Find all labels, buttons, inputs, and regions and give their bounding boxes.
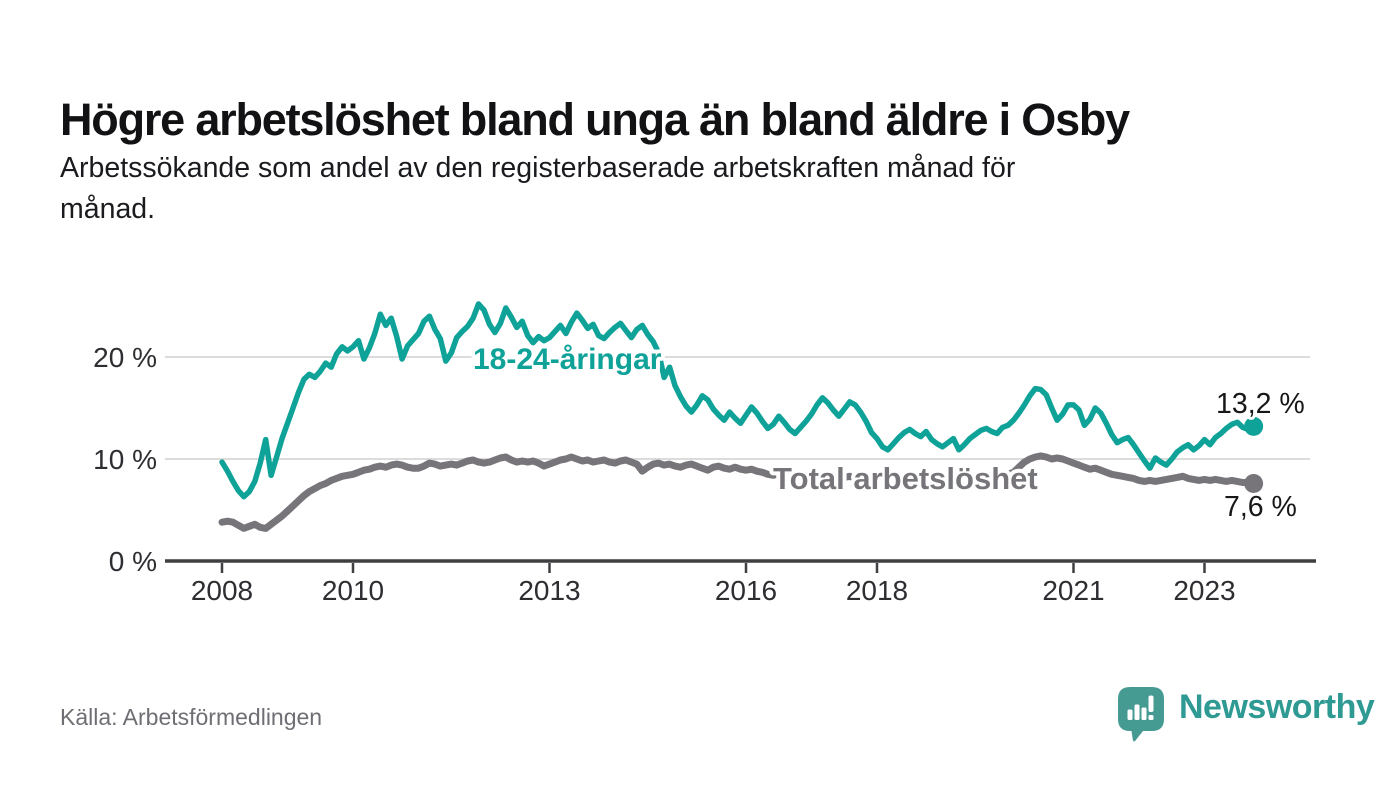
- y-tick-label-0: 0 %: [109, 546, 157, 577]
- x-tick-label-2016: 2016: [715, 575, 777, 606]
- series-line-young: [219, 301, 1257, 500]
- x-tick-label-2013: 2013: [518, 575, 580, 606]
- chart-title: Högre arbetslöshet bland unga än bland ä…: [60, 94, 1130, 146]
- x-tick-label-2010: 2010: [322, 575, 384, 606]
- value-label-total: 7,6 %: [1224, 491, 1297, 523]
- x-tick-label-2021: 2021: [1042, 575, 1104, 606]
- chart-subtitle-line-1: Arbetssökande som andel av den registerb…: [60, 152, 1016, 184]
- newsworthy-chart-bubble-icon: [1118, 687, 1164, 742]
- x-tick-label-2018: 2018: [846, 575, 908, 606]
- series-line-total: [218, 452, 1258, 532]
- source-note: Källa: Arbetsförmedlingen: [60, 704, 323, 730]
- series-label-total: Total arbetslöshet: [773, 461, 1038, 496]
- end-dot-young: [1244, 416, 1264, 436]
- newsworthy-logo: Newsworthy: [1117, 686, 1375, 742]
- newsworthy-wordmark: Newsworthy: [1179, 688, 1375, 726]
- chart-subtitle-line-2: månad.: [60, 193, 156, 225]
- x-tick-label-2008: 2008: [191, 575, 253, 606]
- y-tick-label-10: 10 %: [93, 444, 157, 475]
- series-label-young: 18-24-åringar: [473, 343, 662, 376]
- chart-subtitle: Arbetssökande som andel av den registerb…: [60, 148, 1015, 230]
- value-label-young: 13,2 %: [1216, 388, 1305, 420]
- y-tick-label-20: 20 %: [93, 342, 157, 373]
- end-dot-total: [1244, 473, 1264, 493]
- x-tick-label-2023: 2023: [1173, 575, 1235, 606]
